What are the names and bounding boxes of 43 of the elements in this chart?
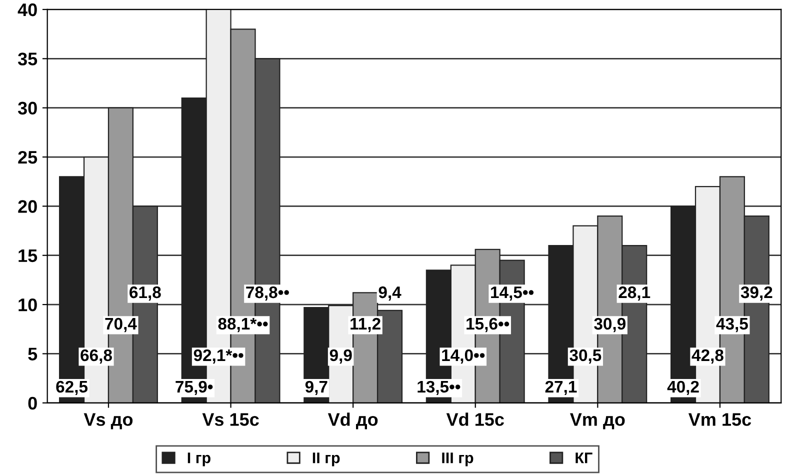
x-tick-label: Vs до bbox=[84, 413, 133, 430]
annotation: 14,5•• bbox=[491, 286, 534, 301]
annotation: 30,9 bbox=[594, 318, 626, 332]
annotation: 43,5 bbox=[716, 318, 748, 332]
legend-label: КГ bbox=[576, 452, 592, 464]
legend-label: I гр bbox=[188, 452, 210, 466]
y-tick-label: 10 bbox=[18, 298, 37, 312]
y-tick-label: 40 bbox=[18, 3, 37, 16]
x-tick-label: Vd до bbox=[328, 412, 378, 430]
annotation: 92,1*•• bbox=[194, 349, 244, 364]
y-tick-label: 5 bbox=[28, 348, 38, 360]
y-tick-label: 30 bbox=[18, 102, 37, 115]
x-tick-label: Vm до bbox=[570, 413, 625, 430]
annotation: 30,5 bbox=[570, 349, 602, 364]
annotation: 42,8 bbox=[692, 349, 724, 364]
annotation: 9,4 bbox=[378, 286, 402, 301]
annotation: 11,2 bbox=[350, 318, 380, 332]
annotation: 88,1*•• bbox=[218, 318, 268, 332]
annotation: 28,1 bbox=[618, 286, 650, 301]
annotation: 61,8 bbox=[130, 286, 161, 301]
annotation: 15,6•• bbox=[466, 318, 510, 332]
annotation: 75,9• bbox=[176, 380, 213, 396]
x-tick-label: Vd 15c bbox=[446, 412, 504, 426]
annotation: 62,5 bbox=[56, 380, 88, 396]
y-tick-label: 0 bbox=[28, 396, 37, 410]
y-tick-label: 35 bbox=[18, 52, 38, 66]
annotation: 78,8•• bbox=[246, 286, 289, 301]
legend-label: III гр bbox=[442, 452, 474, 466]
annotation: 9,9 bbox=[330, 349, 352, 364]
annotation: 39,2 bbox=[740, 286, 772, 301]
annotation: 13,5•• bbox=[418, 380, 460, 396]
y-tick-label: 15 bbox=[18, 249, 38, 262]
legend-label: II гр bbox=[312, 452, 340, 466]
annotation: 14,0•• bbox=[442, 349, 485, 364]
y-tick-label: 20 bbox=[18, 200, 37, 213]
x-tick-label: Vs 15c bbox=[202, 413, 259, 426]
annotation: 9,7 bbox=[305, 380, 328, 396]
annotation: 40,2 bbox=[667, 380, 699, 396]
x-tick-label: Vm 15c bbox=[688, 413, 752, 426]
annotation: 27,1 bbox=[545, 380, 577, 396]
annotation: 70,4 bbox=[105, 318, 137, 332]
annotation: 66,8 bbox=[80, 349, 112, 364]
y-tick-label: 25 bbox=[18, 150, 38, 164]
